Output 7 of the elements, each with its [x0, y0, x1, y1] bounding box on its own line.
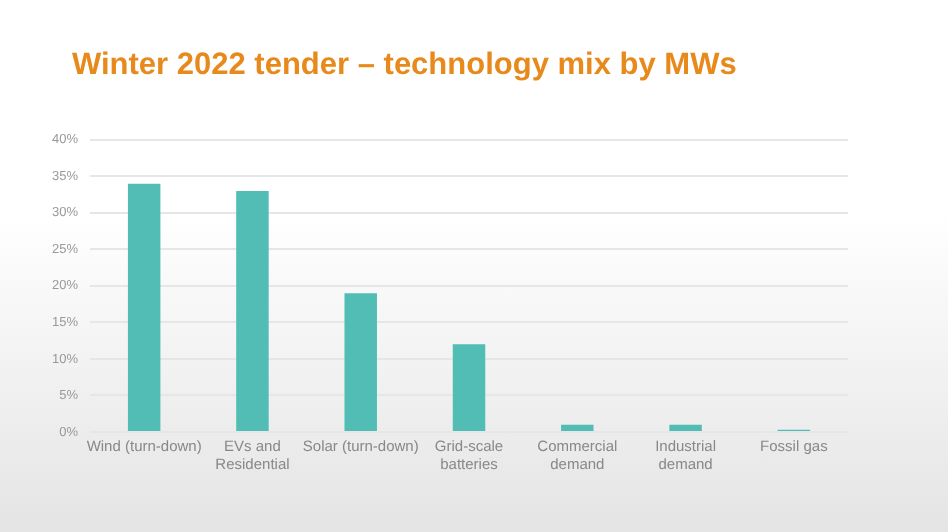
bar [236, 190, 269, 431]
bar [344, 293, 377, 431]
bar [452, 344, 486, 431]
chart-title: Winter 2022 tender – technology mix by MWs [72, 48, 737, 84]
bar [561, 424, 594, 431]
bar [669, 424, 702, 431]
bar [127, 183, 161, 431]
